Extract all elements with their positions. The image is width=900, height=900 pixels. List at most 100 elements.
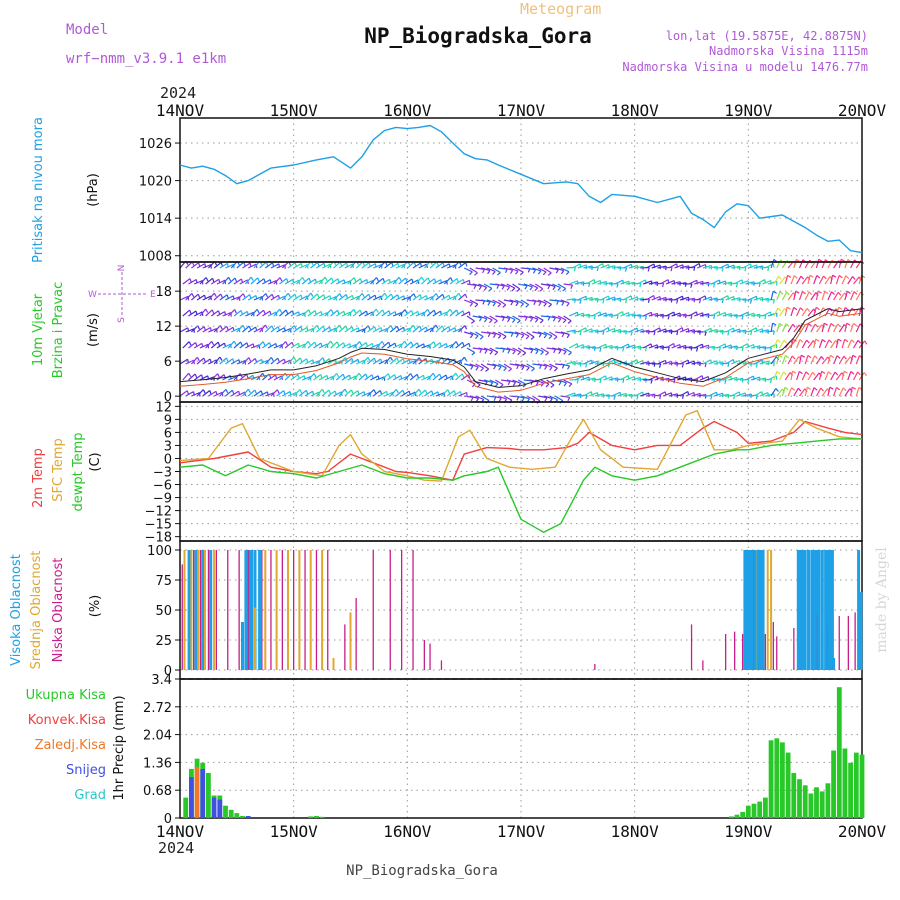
precip-bar xyxy=(836,687,842,818)
wind-barb-flag xyxy=(538,301,542,307)
wind-barb-flag xyxy=(824,290,829,295)
wind-barb xyxy=(517,379,527,385)
wind-barb xyxy=(620,343,629,349)
wind-barb xyxy=(483,315,493,321)
wind-barb xyxy=(242,294,251,301)
wind-barb xyxy=(395,358,404,365)
wind-barb-flag xyxy=(285,341,289,346)
wind-barb-flag xyxy=(478,317,483,322)
wind-barb xyxy=(443,308,451,317)
wind-barb xyxy=(543,363,553,368)
wind-barb xyxy=(807,275,811,285)
wind-barb xyxy=(384,293,392,301)
wind-barb-flag xyxy=(650,379,653,384)
wind-barb xyxy=(245,311,254,317)
wind-barb-flag xyxy=(493,365,497,370)
wind-barb xyxy=(654,376,664,381)
wind-barb xyxy=(478,283,487,288)
wind-barb xyxy=(566,329,576,333)
wind-barb-flag xyxy=(846,290,851,294)
wind-barb xyxy=(512,347,521,353)
wind-barb-flag xyxy=(387,373,391,378)
wind-barb xyxy=(818,339,823,349)
wind-barb xyxy=(375,376,385,381)
wind-barb-flag xyxy=(461,373,465,378)
wind-barb-flag xyxy=(673,379,676,384)
wind-barb-flag xyxy=(520,334,525,339)
wind-barb-flag xyxy=(622,347,625,352)
wind-barb-flag xyxy=(308,277,312,283)
wind-barb xyxy=(236,261,245,269)
wind-barb xyxy=(262,342,270,349)
wind-barb xyxy=(665,342,674,349)
wind-barb-flag xyxy=(294,262,297,267)
low-cloud-bar xyxy=(372,550,374,670)
wind-barb-flag xyxy=(390,325,394,330)
wind-barb xyxy=(853,276,860,285)
wind-barb-flag xyxy=(544,397,548,402)
wind-barb xyxy=(498,363,507,369)
wind-barb xyxy=(540,379,550,385)
wind-barb-flag xyxy=(507,318,511,323)
wind-barb-flag xyxy=(286,278,289,283)
wind-barb xyxy=(301,376,311,381)
wind-barb-flag xyxy=(843,370,848,374)
wind-barb xyxy=(818,275,825,285)
wind-barb-flag xyxy=(573,267,576,272)
wind-barb-flag xyxy=(798,370,803,375)
wind-barb xyxy=(634,297,644,301)
wind-barb xyxy=(756,377,766,381)
wind-barb-flag xyxy=(367,325,371,330)
wind-barb xyxy=(361,262,370,269)
wind-barb xyxy=(765,330,775,333)
wind-barb xyxy=(367,389,375,397)
wind-barb-flag xyxy=(547,272,552,276)
wind-barb xyxy=(299,295,308,301)
wind-barb xyxy=(623,295,632,301)
wind-ylabel-2: Brzina i Pravac xyxy=(51,282,66,379)
wind-barb-flag xyxy=(496,284,500,289)
top-date-label: 19NOV xyxy=(724,101,773,120)
wind-barb xyxy=(483,379,493,384)
wind-barb-flag xyxy=(830,354,835,359)
wind-barb-flag xyxy=(838,274,843,279)
wind-barb-flag xyxy=(735,283,738,288)
wind-barb-flag xyxy=(464,293,468,299)
wind-barb xyxy=(722,312,732,317)
precip-ytick-label: 0 xyxy=(164,812,172,827)
wind-barb xyxy=(773,275,780,285)
wind-barb xyxy=(648,281,658,285)
high-cloud-bar xyxy=(859,592,863,670)
bottom-date-label: 18NOV xyxy=(611,822,660,841)
wind-barb-flag xyxy=(585,394,588,400)
wind-barb-flag xyxy=(630,331,633,336)
precip-bar xyxy=(728,816,734,818)
wind-barb xyxy=(424,327,433,333)
wind-barb xyxy=(242,262,251,269)
high-cloud-bar xyxy=(201,550,205,670)
wind-barb xyxy=(253,358,262,365)
precip-bar xyxy=(245,816,251,818)
wind-barb xyxy=(219,294,228,301)
wind-barb-flag xyxy=(424,389,428,394)
wind-barb-flag xyxy=(515,270,519,275)
wind-barb xyxy=(387,342,396,349)
wind-barb xyxy=(486,331,496,335)
wind-barb-flag xyxy=(659,395,662,400)
wind-barb-flag xyxy=(359,341,363,346)
high-cloud-bar xyxy=(244,550,248,670)
wind-barb-flag xyxy=(469,271,473,276)
wind-barb-flag xyxy=(453,390,457,395)
wind-barb xyxy=(284,278,294,285)
wind-barb-flag xyxy=(390,293,394,298)
wind-barb xyxy=(722,281,732,285)
wind-barb xyxy=(404,278,413,285)
wind-barb xyxy=(424,358,433,365)
wind-barb-flag xyxy=(823,322,828,326)
wind-barb-flag xyxy=(525,335,530,340)
wind-barb-flag xyxy=(231,389,235,395)
wind-barb xyxy=(665,311,675,317)
wind-barb xyxy=(591,279,601,285)
mid-cloud-bar xyxy=(287,550,289,670)
wind-barb xyxy=(512,283,521,290)
